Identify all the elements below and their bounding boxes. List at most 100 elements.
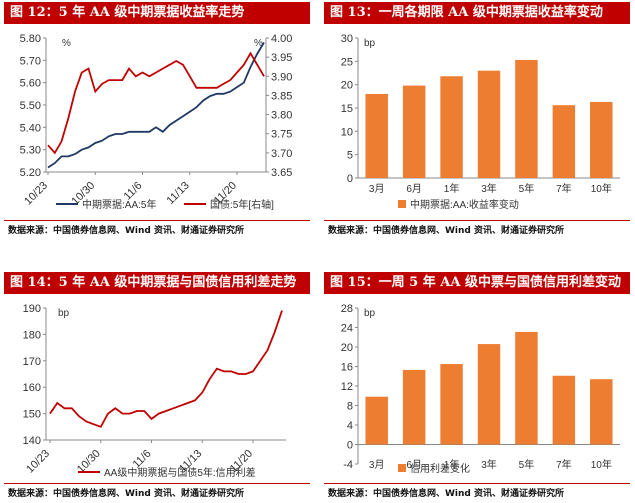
bar	[365, 94, 388, 178]
y-tick-label-left: 5.50	[20, 100, 41, 112]
legend-label: 国债:5年[右轴]	[210, 198, 274, 211]
y-tick-label-left: 5.20	[20, 167, 41, 179]
bar	[477, 70, 501, 178]
panel-15: 图 15：一周 5 年 AA 级中票与国债信用利差变动 28 24 20 16 12 8 4…	[324, 272, 630, 502]
bar	[365, 396, 388, 445]
y-tick-label-right: 3.90	[271, 71, 292, 83]
source-note: 数据来源：中国债券信息网、Wind 资讯、财通证券研究所	[328, 489, 564, 499]
x-tick-label: 6月	[406, 183, 422, 195]
y-tick-label-left: 5.30	[20, 145, 41, 157]
panel-title: 图 14：5 年 AA 级中期票据与国债信用利差走势	[4, 272, 310, 294]
y-tick-label-right: 3.65	[271, 167, 292, 179]
panel-title: 图 12：5 年 AA 级中期票据收益率走势	[4, 2, 310, 24]
panel-13: 图 13：一周各期限 AA 级中期票据收益率变动 30 25 20 15 10 5 0 bp 3…	[324, 2, 630, 242]
y-tick-label: 10	[341, 126, 353, 138]
legend-label: AA级中期票据与国债5年:信用利差	[104, 466, 256, 479]
series-line	[49, 310, 283, 428]
x-tick-label: 7年	[556, 182, 572, 195]
bar	[440, 364, 463, 445]
divider	[324, 483, 630, 484]
bar	[477, 344, 501, 445]
y-tick-label: 16	[341, 362, 353, 374]
x-tick-label: 7年	[556, 458, 572, 471]
x-tick-label: 5年	[519, 182, 535, 195]
y-tick-label: 4	[347, 420, 353, 432]
y-tick-label: 160	[23, 382, 41, 394]
chart-15: 28 24 20 16 12 8 4 0 -4 bp 3月 6月 1年 3年 5年 7年 10年 信用利差变化	[341, 303, 620, 475]
x-tick-label: 3年	[481, 182, 497, 195]
bar	[590, 101, 613, 178]
y-tick-label: 140	[23, 435, 41, 447]
legend-label: 信用利差变化	[410, 462, 470, 475]
chart-12: 5.80 5.70 5.60 5.50 5.40 5.30 5.20 4.00 3.95 3.90…	[20, 33, 293, 211]
panel-12: 图 12：5 年 AA 级中期票据收益率走势 5.80 5.70 5.60 5.50 5…	[4, 2, 310, 242]
y-tick-label: 20	[341, 342, 353, 354]
y-tick-label: 15	[341, 103, 353, 115]
divider	[324, 220, 630, 221]
y-tick-label-right: 4.00	[271, 33, 292, 45]
bar	[590, 379, 613, 445]
bar	[402, 369, 426, 445]
y-tick-label-left: 5.80	[20, 33, 41, 45]
y-tick-label: 28	[341, 303, 353, 315]
x-tick-label: 10年	[591, 458, 612, 471]
source-note: 数据来源：中国债券信息网、Wind 资讯、财通证券研究所	[328, 226, 564, 236]
y-tick-label: 30	[341, 33, 353, 45]
y-tick-label: 170	[23, 356, 41, 368]
y-tick-label: 12	[341, 381, 353, 393]
chart-13: 30 25 20 15 10 5 0 bp 3月 6月 1年 3年 5年 7年 10年中期票据:AA:收益率…	[341, 33, 620, 211]
x-tick-label: 5年	[519, 458, 535, 471]
panel-14: 图 14：5 年 AA 级中期票据与国债信用利差走势 190 180 170 160 1…	[4, 272, 310, 502]
y-tick-label: 0	[347, 173, 353, 185]
y-tick-label-left: 5.60	[20, 78, 41, 90]
x-tick-label: 3月	[369, 459, 385, 471]
divider	[4, 483, 310, 484]
x-tick-label: 10/23	[24, 448, 52, 476]
legend-swatch	[398, 200, 406, 208]
x-tick-label: 10年	[591, 182, 612, 195]
divider	[4, 220, 310, 221]
y-tick-label: 180	[23, 329, 41, 341]
legend-swatch	[398, 464, 406, 472]
series-line	[47, 51, 265, 155]
y-tick-label-right: 3.70	[271, 148, 292, 160]
bar	[552, 375, 576, 445]
y-unit: bp	[364, 38, 376, 49]
source-note: 数据来源：中国债券信息网、Wind 资讯、财通证券研究所	[8, 226, 244, 236]
y-tick-label: 150	[23, 409, 41, 421]
bar	[552, 105, 576, 178]
y-tick-label-right: 3.80	[271, 110, 292, 122]
y-tick-label: 190	[23, 303, 41, 315]
y-tick-label-right: 3.95	[271, 52, 292, 64]
y-tick-label-right: 3.85	[271, 90, 292, 102]
series-line	[47, 42, 265, 169]
x-tick-label: 11/13	[164, 180, 191, 207]
y-unit: bp	[58, 308, 70, 319]
y-tick-label: 8	[347, 401, 353, 413]
y-tick-label-left: 5.70	[20, 55, 41, 67]
x-tick-label: 6月	[406, 459, 422, 471]
source-note: 数据来源：中国债券信息网、Wind 资讯、财通证券研究所	[8, 489, 244, 499]
y-unit-right: %	[254, 38, 263, 49]
y-tick-label: 5	[347, 150, 353, 162]
x-tick-label: 10/23	[22, 180, 50, 208]
y-tick-label: 0	[347, 440, 353, 452]
y-tick-label-right: 3.75	[271, 129, 292, 141]
x-tick-label: 1年	[444, 182, 460, 195]
y-tick-label-left: 5.40	[20, 122, 41, 134]
x-tick-label: 3年	[481, 458, 497, 471]
x-tick-label: 3月	[369, 183, 385, 195]
y-tick-label: 20	[341, 80, 353, 92]
panel-title: 图 15：一周 5 年 AA 级中票与国债信用利差变动	[324, 272, 630, 294]
y-unit: bp	[364, 308, 376, 319]
bar	[440, 76, 463, 178]
x-tick-label: 1年	[444, 458, 460, 471]
y-tick-label: 25	[341, 56, 353, 68]
legend-label: 中期票据:AA:收益率变动	[410, 198, 519, 211]
bar	[402, 85, 426, 178]
bar	[515, 59, 538, 178]
bar	[515, 331, 538, 445]
panel-title: 图 13：一周各期限 AA 级中期票据收益率变动	[324, 2, 630, 24]
y-tick-label: 24	[341, 323, 353, 335]
